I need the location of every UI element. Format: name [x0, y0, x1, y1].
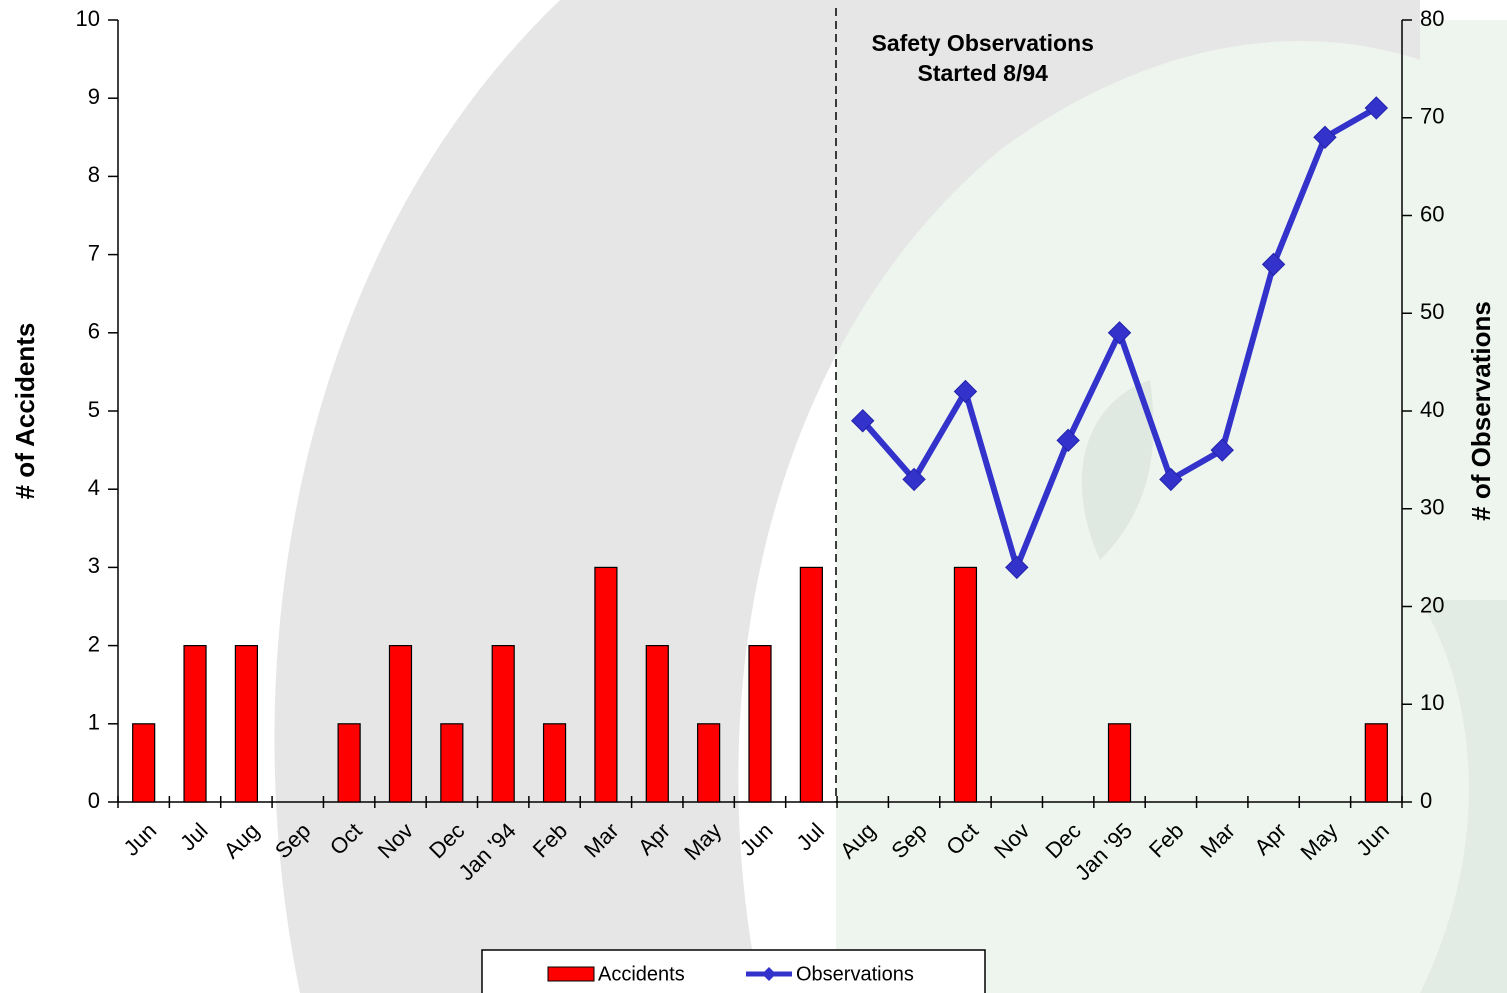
bar: [697, 723, 721, 803]
bar: [440, 723, 464, 803]
x-tick-label: Jun: [735, 818, 778, 861]
legend: Accidents Observations: [547, 963, 914, 985]
bar: [542, 723, 567, 803]
y-axis-title: # of Accidents: [10, 323, 40, 500]
marker: [1261, 252, 1286, 277]
annotation: Started 8/94: [918, 60, 1049, 86]
marker: [1005, 555, 1029, 580]
y2-tick-label: 60: [1420, 201, 1444, 226]
marker: [1056, 428, 1080, 453]
y2-tick-label: 70: [1420, 104, 1444, 129]
background-leaf: [1081, 380, 1154, 560]
bar: [491, 644, 515, 803]
bar: [748, 644, 772, 803]
bar: [337, 723, 361, 803]
y2-axis-title: # of Observations: [1466, 301, 1496, 521]
y2-tick-label: 80: [1420, 6, 1444, 31]
background-shape: [1420, 600, 1507, 993]
x-tick-label: Jun: [119, 818, 162, 861]
y2-tick-label: 20: [1420, 592, 1444, 617]
marker: [902, 467, 926, 492]
y-tick-label: 3: [88, 553, 100, 578]
legend-label: Accidents: [598, 963, 685, 985]
y-tick-label: 7: [88, 240, 100, 265]
marker: [1107, 321, 1132, 345]
y-tick-label: 10: [76, 6, 100, 31]
y-tick-label: 9: [88, 84, 100, 109]
bar: [132, 723, 156, 803]
y2-tick-label: 50: [1420, 299, 1444, 324]
marker: [953, 379, 978, 404]
marker: [1159, 467, 1183, 492]
y-tick-label: 5: [88, 397, 100, 422]
bar: [183, 644, 207, 803]
y2-tick-label: 10: [1420, 690, 1444, 715]
y2-tick-label: 40: [1420, 397, 1444, 422]
bar: [1364, 723, 1388, 803]
bar: [388, 644, 413, 803]
legend-swatch: [547, 966, 595, 982]
legend-label: Observations: [796, 963, 914, 985]
y-tick-label: 1: [88, 710, 100, 735]
y-tick-label: 8: [88, 162, 100, 187]
y-tick-label: 6: [88, 319, 100, 344]
y-tick-label: 2: [88, 631, 100, 656]
annotation: Safety Observations: [872, 30, 1094, 56]
marker: [1210, 438, 1234, 462]
y2-tick-label: 30: [1420, 495, 1444, 520]
marker: [1313, 125, 1337, 150]
bar: [594, 566, 618, 803]
x-tick-label: Jul: [175, 818, 213, 856]
background-panel: [836, 20, 1507, 993]
bar: [1107, 723, 1132, 803]
bar: [234, 644, 258, 803]
marker: [851, 409, 875, 433]
legend-marker: [762, 967, 776, 981]
y-tick-label: 0: [88, 788, 100, 813]
x-tick-label: Jul: [791, 818, 829, 856]
y2-tick-label: 0: [1420, 788, 1432, 813]
y-tick-label: 4: [88, 475, 100, 500]
bar: [953, 566, 978, 803]
marker: [1364, 96, 1389, 120]
bar: [799, 566, 823, 803]
x-tick-label: Aug: [219, 818, 264, 863]
bar: [645, 644, 669, 803]
